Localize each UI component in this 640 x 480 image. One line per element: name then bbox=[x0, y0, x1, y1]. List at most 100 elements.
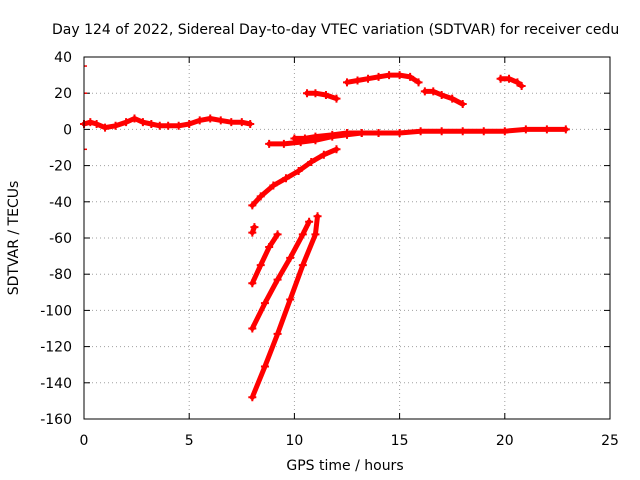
data-point bbox=[273, 329, 282, 338]
series-arc-7 bbox=[496, 74, 526, 90]
x-tick-label: 5 bbox=[185, 433, 194, 449]
data-point bbox=[101, 123, 110, 132]
data-point bbox=[92, 119, 101, 128]
data-point bbox=[319, 150, 328, 159]
data-point bbox=[561, 125, 570, 134]
x-tick-label: 15 bbox=[391, 433, 409, 449]
series-line bbox=[498, 76, 525, 89]
data-point bbox=[395, 71, 404, 80]
y-tick-label: -20 bbox=[49, 159, 72, 175]
data-point bbox=[479, 127, 488, 136]
grid-lines bbox=[84, 57, 610, 419]
data-point bbox=[517, 81, 526, 90]
data-point bbox=[260, 362, 269, 371]
series-line bbox=[249, 146, 339, 208]
data-point bbox=[311, 230, 320, 239]
data-point bbox=[164, 121, 173, 130]
data-point bbox=[357, 129, 366, 138]
y-tick-label: -60 bbox=[49, 231, 72, 247]
data-point bbox=[311, 132, 320, 141]
data-point bbox=[216, 116, 225, 125]
data-point bbox=[458, 127, 467, 136]
axis-ticks: 40 20 0 -20 -40 -60 -80 -100 -120 -140 -160 0 5 10 15 2… bbox=[40, 50, 619, 449]
chart-title: Day 124 of 2022, Sidereal Day-to-day VTE… bbox=[52, 22, 619, 38]
series-arc-11 bbox=[248, 217, 314, 333]
data-point bbox=[521, 125, 530, 134]
data-point bbox=[328, 130, 337, 139]
series-arc-6 bbox=[420, 87, 467, 109]
y-tick-label: 0 bbox=[63, 122, 72, 138]
data-point bbox=[343, 78, 351, 87]
series-arc-9 bbox=[248, 223, 259, 237]
data-point bbox=[321, 91, 330, 100]
series-arc-5 bbox=[343, 71, 423, 87]
data-point bbox=[437, 91, 446, 100]
data-point bbox=[290, 134, 299, 143]
y-axis-label: SDTVAR / TECUs bbox=[6, 181, 22, 296]
data-point bbox=[122, 118, 131, 127]
data-point bbox=[195, 116, 204, 125]
plot-frame bbox=[83, 56, 611, 420]
data-point bbox=[505, 74, 514, 83]
data-point bbox=[305, 217, 314, 226]
data-point bbox=[279, 139, 288, 148]
series-arc-4 bbox=[303, 89, 341, 103]
data-point bbox=[513, 78, 522, 87]
y-tick-label: -80 bbox=[49, 267, 72, 283]
data-point bbox=[237, 118, 246, 127]
series-arc-8 bbox=[248, 145, 341, 210]
data-point bbox=[256, 261, 265, 270]
data-point bbox=[437, 127, 446, 136]
data-point bbox=[206, 114, 215, 123]
x-tick-label: 10 bbox=[285, 433, 303, 449]
data-point bbox=[416, 127, 425, 136]
series-arc-12 bbox=[248, 212, 322, 402]
series-arc-2 bbox=[265, 125, 570, 148]
data-point bbox=[298, 230, 307, 239]
data-point bbox=[155, 121, 164, 130]
data-point bbox=[246, 119, 255, 128]
data-point bbox=[448, 94, 457, 103]
x-tick-label: 20 bbox=[496, 433, 514, 449]
data-point bbox=[265, 243, 274, 252]
data-point bbox=[286, 253, 295, 262]
x-tick-label: 25 bbox=[601, 433, 619, 449]
y-tick-label: -140 bbox=[40, 376, 72, 392]
data-point bbox=[294, 167, 303, 176]
data-point bbox=[298, 261, 307, 270]
data-point bbox=[542, 125, 551, 134]
data-point bbox=[174, 121, 183, 130]
data-point bbox=[414, 78, 423, 87]
y-tick-label: 20 bbox=[54, 86, 72, 102]
y-tick-label: -100 bbox=[40, 303, 72, 319]
data-point bbox=[353, 76, 362, 85]
data-point bbox=[281, 174, 290, 183]
data-point bbox=[307, 157, 316, 166]
series-arc-10 bbox=[248, 230, 282, 288]
y-tick-label: -40 bbox=[49, 195, 72, 211]
y-tick-label: -120 bbox=[40, 340, 72, 356]
data-point bbox=[111, 121, 120, 130]
data-point bbox=[260, 299, 269, 308]
data-point bbox=[500, 127, 509, 136]
series-arc-3 bbox=[290, 129, 383, 143]
data-point bbox=[185, 119, 194, 128]
data-point bbox=[286, 295, 295, 304]
data-point bbox=[86, 118, 95, 127]
data-point bbox=[364, 74, 373, 83]
data-point bbox=[496, 74, 505, 83]
x-axis-label: GPS time / hours bbox=[286, 458, 403, 474]
data-point bbox=[300, 134, 309, 143]
data-point bbox=[406, 72, 415, 81]
data-point bbox=[395, 129, 404, 138]
data-point bbox=[313, 212, 322, 221]
data-point bbox=[332, 94, 341, 103]
data-point bbox=[374, 72, 383, 81]
data-point bbox=[374, 129, 383, 138]
data-point bbox=[458, 100, 467, 109]
series-arc-1 bbox=[80, 114, 255, 132]
series-line bbox=[249, 219, 312, 331]
data-series bbox=[80, 65, 570, 402]
